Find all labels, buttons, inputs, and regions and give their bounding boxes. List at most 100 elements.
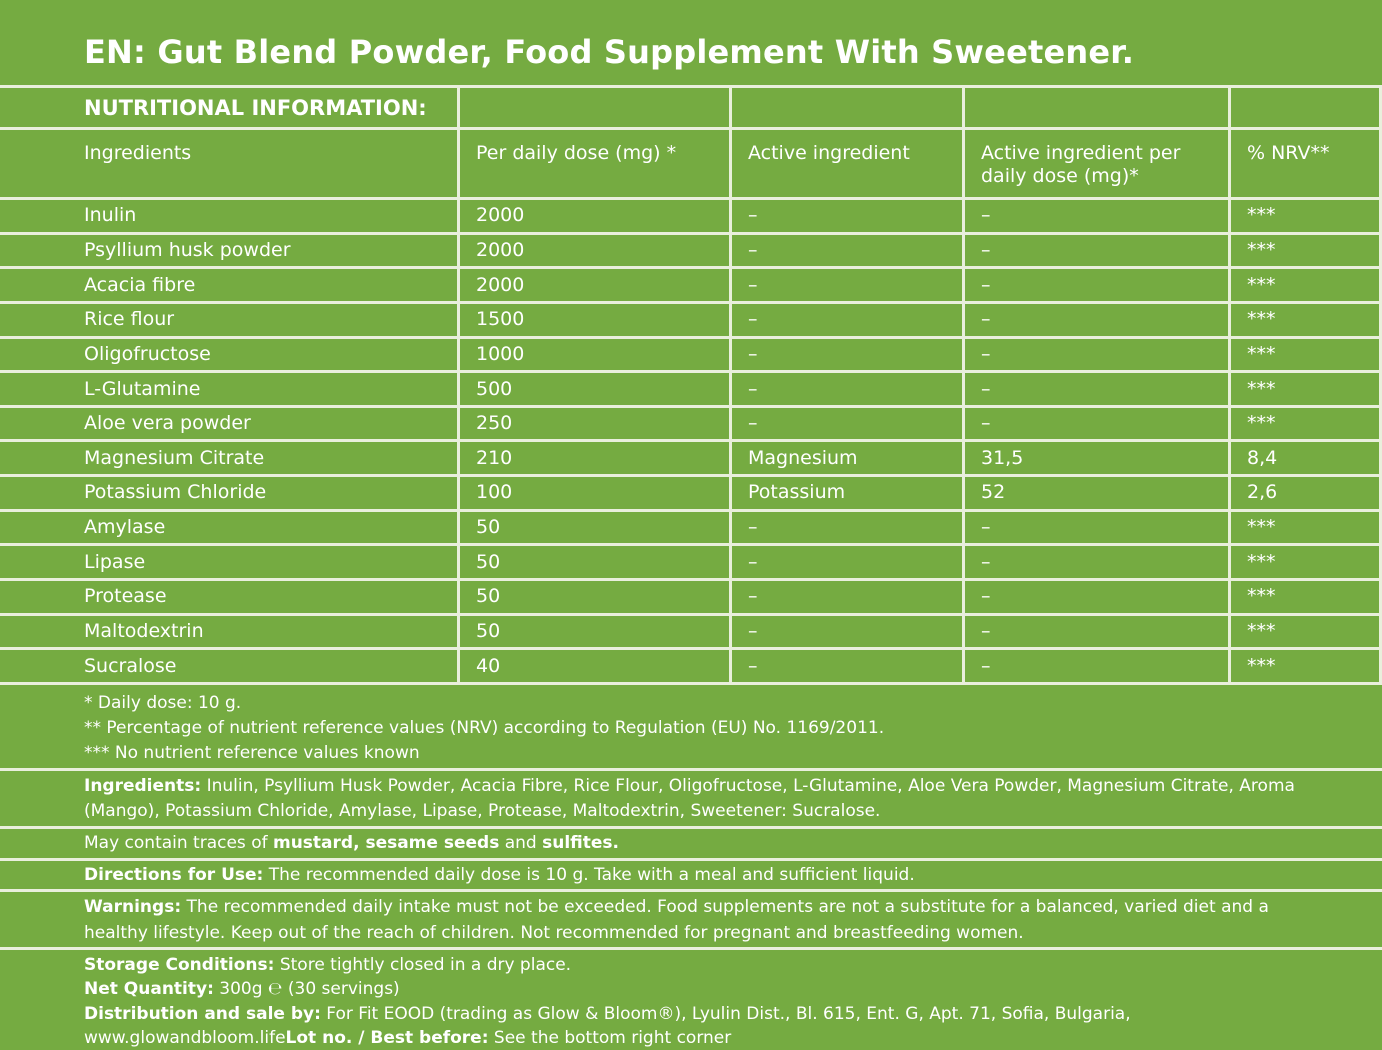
website-url: www.glowandbloom.life (84, 1027, 286, 1048)
active-dose-cell: – (962, 338, 1228, 371)
website-lot-line: www.glowandbloom.lifeLot no. / Best befo… (84, 1026, 1322, 1050)
table-row: L-Glutamine 500 – – *** (0, 373, 1382, 408)
nrv-cell: *** (1228, 303, 1382, 336)
table-row: Magnesium Citrate 210 Magnesium 31,5 8,4 (0, 442, 1382, 478)
active-dose-cell: 52 (962, 477, 1228, 509)
active-ingredient-cell: – (729, 234, 962, 267)
active-ingredient-cell: – (729, 581, 962, 613)
active-ingredient-cell: – (729, 303, 962, 336)
warnings-label: Warnings: (84, 896, 182, 917)
daily-dose-cell: 50 (457, 581, 729, 613)
storage-label: Storage Conditions: (84, 954, 275, 975)
distribution-label: Distribution and sale by: (84, 1003, 321, 1024)
nrv-cell: *** (1228, 615, 1382, 648)
net-quantity: Net Quantity: 300g ℮ (30 servings) (84, 977, 1322, 1001)
ingredients-list: Ingredients: Inulin, Psyllium Husk Powde… (84, 774, 1322, 825)
table-header-row: Ingredients Per daily dose (mg) * Active… (0, 130, 1382, 200)
active-ingredient-cell: – (729, 200, 962, 232)
ingredients-section: Ingredients: Inulin, Psyllium Husk Powde… (0, 771, 1382, 829)
active-ingredient-cell: Potassium (729, 477, 962, 509)
daily-dose-cell: 50 (457, 615, 729, 648)
active-dose-cell: – (962, 200, 1228, 232)
ingredient-name-cell: Acacia fibre (84, 273, 196, 296)
nrv-cell: *** (1228, 407, 1382, 440)
warnings-text: The recommended daily intake must not be… (84, 896, 1269, 943)
active-dose-cell: – (962, 269, 1228, 301)
distribution-text: For Fit EOOD (trading as Glow & Bloom®),… (320, 1003, 1131, 1024)
nrv-cell: *** (1228, 338, 1382, 371)
active-ingredient-cell: Magnesium (729, 442, 962, 475)
table-row: Rice flour 1500 – – *** (0, 303, 1382, 339)
daily-dose-cell: 210 (457, 442, 729, 475)
table-section-header-row: NUTRITIONAL INFORMATION: (0, 88, 1382, 130)
active-ingredient-cell: – (729, 269, 962, 301)
active-dose-cell: 31,5 (962, 442, 1228, 475)
active-ingredient-cell: – (729, 373, 962, 405)
ingredient-name-cell: L-Glutamine (84, 377, 201, 400)
traces-prefix: May contain traces of (84, 833, 273, 854)
nrv-cell: *** (1228, 581, 1382, 613)
ingredient-name-cell: Inulin (84, 204, 137, 227)
ingredient-name-cell: Aloe vera powder (84, 412, 251, 435)
active-dose-cell: – (962, 581, 1228, 613)
directions-label: Directions for Use: (84, 864, 264, 885)
empty-cell (1228, 88, 1382, 127)
daily-dose-cell: 100 (457, 477, 729, 509)
table-row: Psyllium husk powder 2000 – – *** (0, 234, 1382, 270)
nrv-cell: *** (1228, 373, 1382, 405)
active-dose-cell: – (962, 511, 1228, 544)
daily-dose-cell: 50 (457, 511, 729, 544)
column-header-ingredients: Ingredients (84, 142, 192, 164)
daily-dose-cell: 2000 (457, 234, 729, 267)
ingredients-label: Ingredients: (84, 775, 202, 796)
nrv-cell: *** (1228, 511, 1382, 544)
empty-cell (962, 88, 1228, 127)
net-quantity-label: Net Quantity: (84, 979, 214, 1000)
ingredient-name-cell: Magnesium Citrate (84, 446, 265, 469)
ingredients-text: Inulin, Psyllium Husk Powder, Acacia Fib… (84, 775, 1295, 822)
table-row: Potassium Chloride 100 Potassium 52 2,6 (0, 477, 1382, 512)
column-header-daily-dose: Per daily dose (mg) * (457, 130, 729, 197)
ingredient-name-cell: Potassium Chloride (84, 481, 267, 504)
active-ingredient-cell: – (729, 546, 962, 579)
active-ingredient-cell: – (729, 338, 962, 371)
table-row: Acacia fibre 2000 – – *** (0, 269, 1382, 304)
empty-cell (457, 88, 729, 127)
daily-dose-cell: 1000 (457, 338, 729, 371)
ingredient-name-cell: Maltodextrin (84, 620, 204, 642)
daily-dose-cell: 1500 (457, 303, 729, 336)
footnote-no-nrv: *** No nutrient reference values known (84, 742, 420, 763)
allergen-notice: May contain traces of mustard, sesame se… (0, 829, 1382, 861)
nrv-cell: *** (1228, 546, 1382, 579)
column-header-active-ingredient: Active ingredient (729, 130, 962, 197)
storage-conditions: Storage Conditions: Store tightly closed… (84, 953, 1322, 977)
daily-dose-cell: 50 (457, 546, 729, 579)
table-row: Oligofructose 1000 – – *** (0, 338, 1382, 374)
ingredient-name-cell: Protease (84, 585, 167, 608)
daily-dose-cell: 500 (457, 373, 729, 405)
table-row: Inulin 2000 – – *** (0, 200, 1382, 235)
warnings-section: Warnings: The recommended daily intake m… (0, 892, 1382, 950)
table-row: Maltodextrin 50 – – *** (0, 615, 1382, 651)
lot-label: Lot no. / Best before: (285, 1027, 489, 1048)
product-title: EN: Gut Blend Powder, Food Supplement Wi… (84, 33, 1135, 71)
active-dose-cell: – (962, 303, 1228, 336)
nrv-cell: *** (1228, 650, 1382, 682)
active-dose-cell: – (962, 234, 1228, 267)
table-row: Sucralose 40 – – *** (0, 650, 1382, 685)
active-ingredient-cell: – (729, 650, 962, 682)
lot-text: See the bottom right corner (488, 1027, 732, 1048)
table-body: Inulin 2000 – – *** Psyllium husk powder… (0, 200, 1382, 685)
nrv-cell: 2,6 (1228, 477, 1382, 509)
nutritional-information-heading: NUTRITIONAL INFORMATION: (84, 95, 427, 120)
active-dose-cell: – (962, 407, 1228, 440)
active-dose-cell: – (962, 546, 1228, 579)
distribution-section: Storage Conditions: Store tightly closed… (0, 950, 1382, 1050)
title-band: EN: Gut Blend Powder, Food Supplement Wi… (0, 0, 1382, 88)
table-row: Lipase 50 – – *** (0, 546, 1382, 582)
footnotes-section: * Daily dose: 10 g. ** Percentage of nut… (0, 685, 1382, 771)
traces-connector: and (499, 833, 543, 854)
storage-text: Store tightly closed in a dry place. (274, 954, 572, 975)
distribution-info: Distribution and sale by: For Fit EOOD (… (84, 1002, 1322, 1026)
